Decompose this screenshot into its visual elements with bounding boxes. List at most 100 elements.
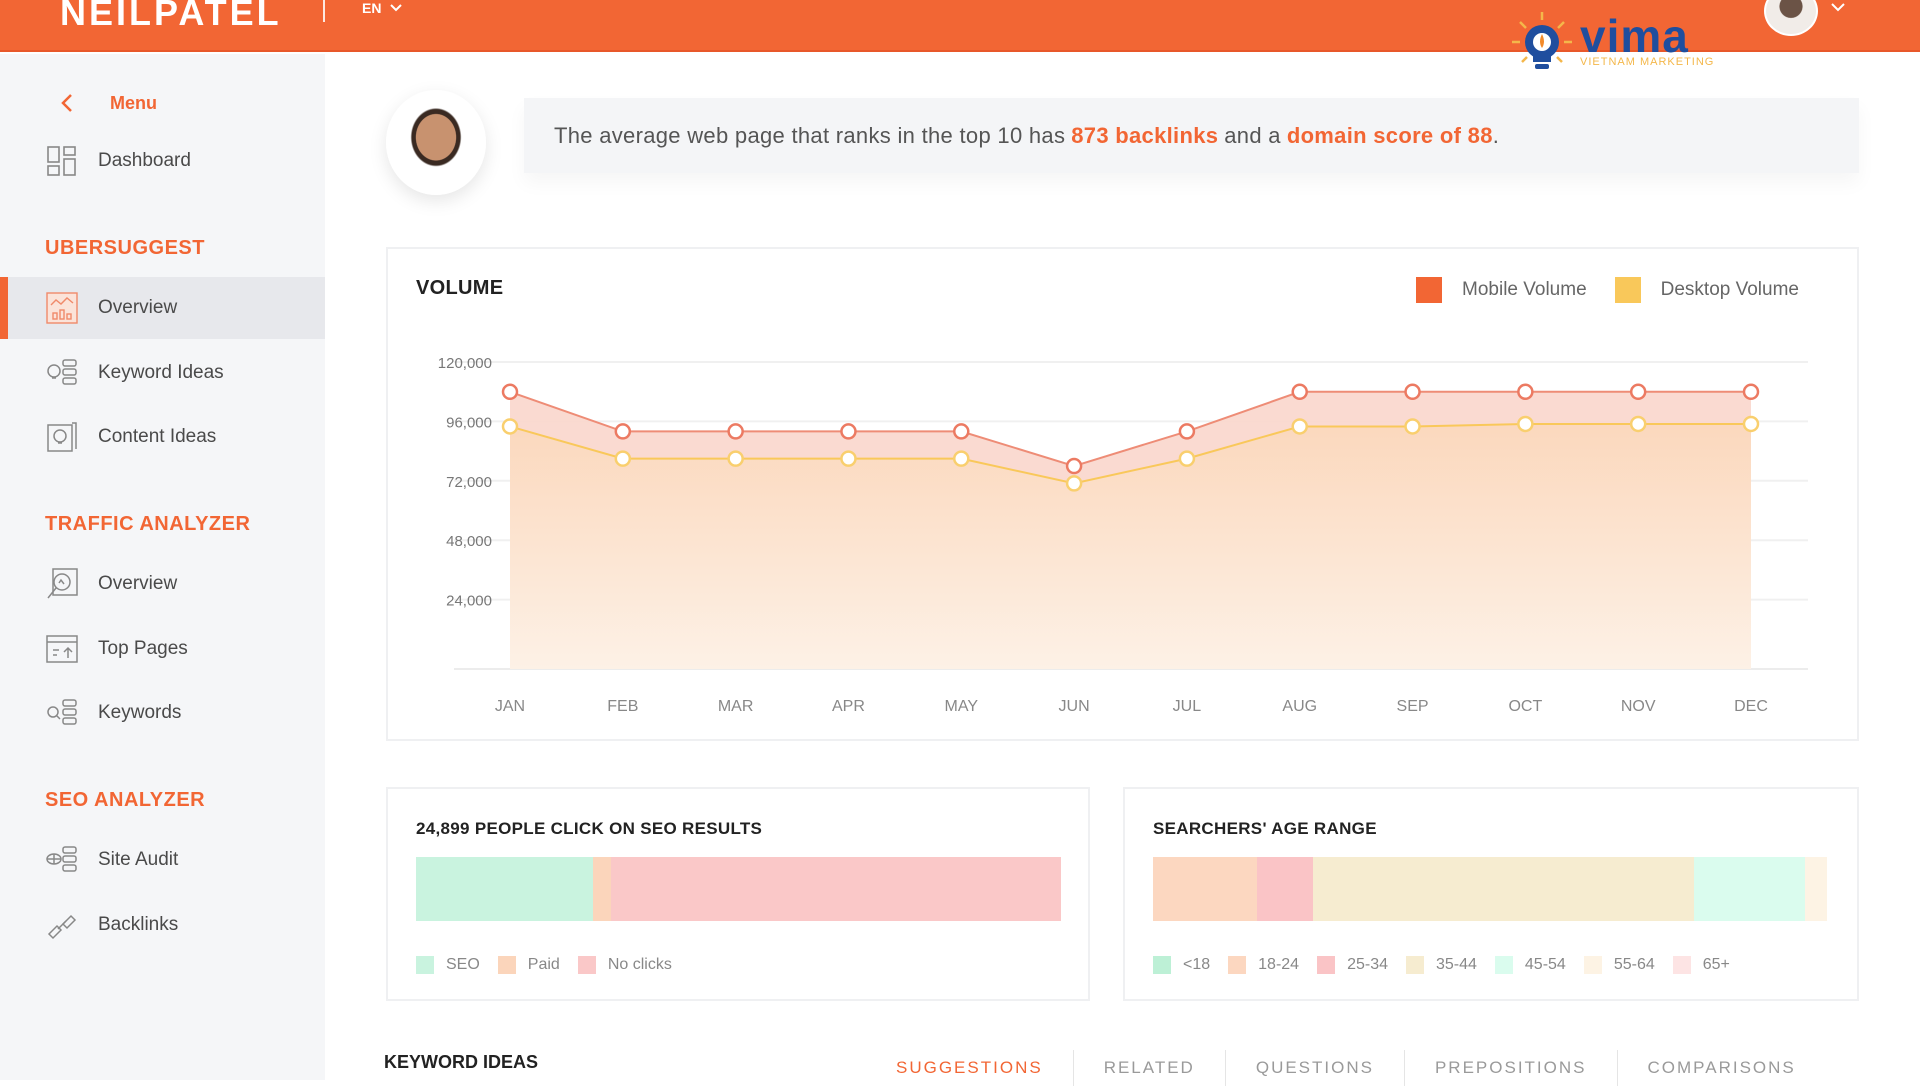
desktop-data-point[interactable] xyxy=(727,450,744,467)
sidebar-item-top-pages[interactable]: Top Pages xyxy=(0,618,325,680)
mobile-data-point[interactable] xyxy=(614,423,632,440)
bar-segment[interactable] xyxy=(1693,857,1805,921)
desktop-data-point[interactable] xyxy=(1178,450,1196,467)
legend-label: Mobile Volume xyxy=(1462,279,1587,300)
tab-questions[interactable]: QUESTIONS xyxy=(1226,1050,1405,1086)
desktop-data-point[interactable] xyxy=(1629,415,1647,433)
language-selector[interactable]: EN xyxy=(362,0,403,16)
clicks-stacked-bar[interactable] xyxy=(416,857,1061,921)
chevron-left-icon xyxy=(60,92,74,115)
legend-label: No clicks xyxy=(607,956,672,973)
chart-title: VOLUME xyxy=(416,277,504,299)
menu-back-button[interactable]: Menu xyxy=(60,92,157,115)
vima-name: vima xyxy=(1580,10,1689,62)
author-avatar xyxy=(386,90,486,195)
age-legend: <18 18-24 25-34 35-44 45-54 55-64 65+ xyxy=(1153,956,1748,974)
link-icon xyxy=(44,907,80,943)
legend-item: <18 xyxy=(1153,956,1210,974)
mobile-data-point[interactable] xyxy=(953,423,970,440)
y-tick-label: 96,000 xyxy=(446,414,492,431)
x-tick-label: JAN xyxy=(495,698,525,715)
legend-label: 25-34 xyxy=(1347,956,1388,973)
mobile-data-point[interactable] xyxy=(1517,383,1534,401)
bar-segment[interactable] xyxy=(1153,857,1258,921)
sidebar-item-label: Backlinks xyxy=(98,914,179,935)
legend-swatch xyxy=(1153,956,1171,974)
bar-segment[interactable] xyxy=(416,857,594,921)
legend-swatch xyxy=(577,956,596,974)
legend-mobile[interactable]: Mobile Volume xyxy=(1416,277,1587,303)
sidebar-item-label: Content Ideas xyxy=(98,426,217,447)
tip-message: The average web page that ranks in the t… xyxy=(524,98,1859,173)
browser-upload-icon xyxy=(44,631,80,667)
desktop-data-point[interactable] xyxy=(1742,415,1760,433)
x-tick-label: JUL xyxy=(1173,698,1202,715)
x-tick-label: NOV xyxy=(1621,698,1656,715)
account-menu-toggle[interactable] xyxy=(1830,0,1846,18)
sidebar-item-dashboard[interactable]: Dashboard xyxy=(0,130,325,192)
mobile-data-point[interactable] xyxy=(1742,383,1760,401)
tip-text: The average web page that ranks in the t… xyxy=(554,122,1066,148)
mobile-data-point[interactable] xyxy=(1291,383,1308,401)
desktop-data-point[interactable] xyxy=(1065,475,1083,492)
keyword-ideas-title: KEYWORD IDEAS xyxy=(384,1052,539,1072)
desktop-data-point[interactable] xyxy=(953,450,970,467)
mobile-data-point[interactable] xyxy=(727,423,744,440)
tab-prepositions[interactable]: PREPOSITIONS xyxy=(1405,1050,1618,1086)
x-tick-label: OCT xyxy=(1508,698,1542,715)
legend-item: 65+ xyxy=(1672,956,1730,974)
sidebar-item-overview[interactable]: Overview xyxy=(0,277,325,339)
sidebar-item-label: Top Pages xyxy=(98,638,188,659)
logo-divider xyxy=(323,0,325,22)
tip-banner: The average web page that ranks in the t… xyxy=(386,80,1861,210)
legend-item: 45-54 xyxy=(1494,956,1566,974)
x-tick-label: FEB xyxy=(607,698,638,715)
x-tick-label: DEC xyxy=(1734,698,1768,715)
volume-area-chart[interactable]: 120,000 96,000 72,000 48,000 24,000 JAN FEB MAR… xyxy=(388,249,1861,743)
desktop-data-point[interactable] xyxy=(1404,418,1421,435)
bar-segment[interactable] xyxy=(610,857,1061,921)
legend-item: 55-64 xyxy=(1583,956,1655,974)
brand-logo[interactable]: NEILPATEL xyxy=(60,0,282,33)
tab-suggestions[interactable]: SUGGESTIONS xyxy=(866,1050,1074,1086)
y-tick-label: 120,000 xyxy=(438,355,492,372)
age-stacked-bar[interactable] xyxy=(1153,857,1827,921)
sidebar-item-keywords[interactable]: Keywords xyxy=(0,682,325,744)
mobile-data-point[interactable] xyxy=(1629,383,1647,401)
x-tick-label: MAR xyxy=(718,698,754,715)
desktop-data-point[interactable] xyxy=(840,450,857,467)
keyword-tabs: SUGGESTIONS RELATED QUESTIONS PREPOSITIO… xyxy=(866,1050,1826,1086)
legend-swatch xyxy=(1405,956,1424,974)
tab-comparisons[interactable]: COMPARISONS xyxy=(1647,1058,1796,1077)
x-tick-label: SEP xyxy=(1397,698,1429,715)
bar-segment[interactable] xyxy=(593,857,611,921)
bar-segment[interactable] xyxy=(1257,857,1313,921)
desktop-data-point[interactable] xyxy=(1517,415,1534,433)
tab-related[interactable]: RELATED xyxy=(1074,1050,1226,1086)
bulb-doc-icon xyxy=(44,419,80,455)
mobile-data-point[interactable] xyxy=(1178,423,1196,440)
legend-swatch xyxy=(1494,956,1513,974)
desktop-data-point[interactable] xyxy=(1291,418,1308,435)
chart-legend: Mobile Volume Desktop Volume xyxy=(1388,277,1799,303)
mobile-data-point[interactable] xyxy=(501,383,519,401)
desktop-data-point[interactable] xyxy=(501,418,519,435)
sidebar-item-traffic-overview[interactable]: Overview xyxy=(0,553,325,615)
dashboard-icon xyxy=(44,143,80,179)
mobile-data-point[interactable] xyxy=(840,423,857,440)
legend-item: 18-24 xyxy=(1228,956,1299,974)
mobile-data-point[interactable] xyxy=(1404,383,1421,401)
bar-segment[interactable] xyxy=(1312,857,1694,921)
age-title: SEARCHERS' AGE RANGE xyxy=(1153,819,1377,838)
desktop-data-point[interactable] xyxy=(614,450,632,467)
sidebar-item-keyword-ideas[interactable]: Keyword Ideas xyxy=(0,342,325,404)
sidebar-item-site-audit[interactable]: Site Audit xyxy=(0,829,325,891)
sidebar-item-backlinks[interactable]: Backlinks xyxy=(0,894,325,956)
sidebar-item-content-ideas[interactable]: Content Ideas xyxy=(0,406,325,468)
sidebar-item-label: Overview xyxy=(98,297,178,318)
legend-desktop[interactable]: Desktop Volume xyxy=(1614,277,1799,303)
mobile-data-point[interactable] xyxy=(1065,457,1083,475)
chevron-down-icon xyxy=(390,4,403,12)
user-avatar[interactable] xyxy=(1764,0,1818,36)
bar-segment[interactable] xyxy=(1804,857,1827,921)
